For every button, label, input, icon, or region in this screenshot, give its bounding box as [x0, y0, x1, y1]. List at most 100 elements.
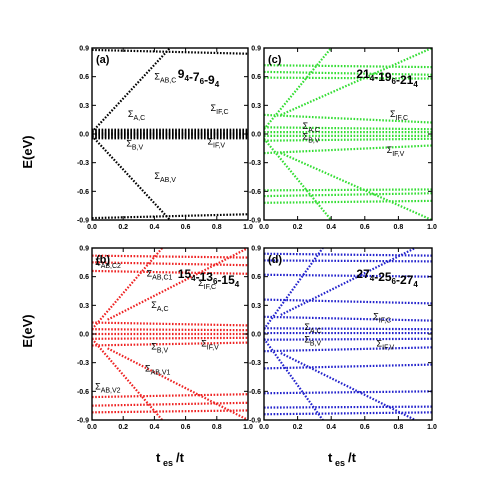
- band-annotation: ΣIF,C: [198, 278, 216, 291]
- x-tick-label: 0.2: [118, 224, 128, 231]
- y-tick-label: -0.9: [77, 418, 89, 425]
- y-tick-label: 0.3: [79, 103, 89, 110]
- band-annotation: ΣB,V: [151, 341, 168, 354]
- annotation-symbol: Σ: [387, 145, 393, 155]
- annotation-symbol: Σ: [126, 138, 132, 148]
- annotation-subscript: A,C: [310, 328, 322, 335]
- title-subscript: 4: [370, 74, 375, 83]
- band-11: [264, 199, 432, 204]
- x-axis-title-tail: /t: [348, 450, 357, 465]
- x-tick-label: 0.8: [212, 424, 222, 431]
- annotation-subscript: AB,V2: [101, 387, 121, 394]
- band-annotation: ΣIF,V: [377, 338, 395, 351]
- x-tick-label: 0.0: [87, 224, 97, 231]
- band-4: [264, 126, 432, 131]
- band-0: [92, 254, 248, 259]
- band-2: [264, 76, 432, 80]
- annotation-subscript: IF,V: [382, 344, 394, 351]
- x-tick-label: 1.0: [427, 424, 437, 431]
- band-annotation: ΣIF,V: [387, 145, 405, 158]
- title-subscript: 4: [184, 74, 189, 83]
- annotation-subscript: AB,V: [160, 177, 176, 184]
- annotation-subscript: B,V: [132, 144, 144, 151]
- band-9: [264, 363, 432, 370]
- y-tick-label: 0.9: [79, 246, 89, 253]
- annotation-subscript: AB,C2: [101, 263, 121, 270]
- title-subscript: 6: [392, 77, 397, 86]
- y-tick-label: 0.6: [79, 74, 89, 81]
- band-7: [264, 137, 432, 142]
- panel-b: -0.9 -0.6 -0.3 0.0 0.3 0.6 0.9 0.0 0.2 0.4 0.6 0.8 1…: [77, 246, 253, 432]
- annotation-subscript: IF,C: [204, 284, 216, 291]
- band-1: [264, 259, 432, 263]
- annotation-symbol: Σ: [377, 338, 383, 348]
- annotation-symbol: Σ: [303, 121, 309, 131]
- annotation-symbol: Σ: [304, 322, 310, 332]
- panel-tag: (a): [96, 54, 110, 66]
- band-annotation: ΣB,V: [303, 132, 320, 145]
- y-tick-label: 0.6: [79, 274, 89, 281]
- title-part: -27: [396, 273, 414, 287]
- y-tick-label: 0.6: [251, 74, 261, 81]
- y-tick-label: -0.9: [249, 418, 261, 425]
- annotation-subscript: IF,V: [213, 143, 225, 150]
- y-tick-label: 0.0: [79, 332, 89, 339]
- band-8: [264, 144, 432, 155]
- y-tick-label: 0.0: [251, 132, 261, 139]
- annotation-symbol: Σ: [95, 257, 101, 267]
- y-tick-label: -0.6: [77, 389, 89, 396]
- y-tick-label: -0.6: [249, 389, 261, 396]
- band-2: [264, 273, 432, 278]
- annotation-symbol: Σ: [154, 171, 160, 181]
- band-12: [264, 411, 432, 416]
- band-7: [92, 341, 248, 347]
- band-4: [92, 328, 248, 332]
- band-annotation: ΣB,V: [126, 138, 143, 151]
- x-tick-label: 0.4: [150, 424, 160, 431]
- y-tick-label: -0.6: [77, 189, 89, 196]
- title-part: -9: [204, 73, 215, 87]
- band-annotation: ΣIF,C: [373, 312, 391, 325]
- x-tick-label: 0.6: [360, 224, 370, 231]
- band-annotation: ΣAB,C2: [95, 257, 121, 270]
- annotation-subscript: AB,C: [160, 78, 176, 85]
- annotation-symbol: Σ: [145, 363, 151, 373]
- annotation-symbol: Σ: [128, 109, 134, 119]
- y-tick-label: -0.3: [249, 360, 261, 367]
- y-tick-label: 0.0: [251, 332, 261, 339]
- annotation-symbol: Σ: [303, 132, 309, 142]
- annotation-symbol: Σ: [211, 103, 217, 113]
- band-annotation: ΣA,C: [304, 322, 321, 335]
- band-10: [264, 192, 432, 198]
- band-annotation: ΣAB,C: [154, 72, 176, 85]
- x-tick-label: 0.8: [212, 224, 222, 231]
- x-tick-label: 0.0: [259, 424, 269, 431]
- band-8: [264, 346, 432, 353]
- annotation-subscript: B,V: [157, 347, 169, 354]
- band-annotation: ΣAB,V1: [145, 363, 171, 376]
- title-part: 27: [356, 267, 370, 281]
- x-tick-label: 0.2: [118, 424, 128, 431]
- annotation-symbol: Σ: [390, 109, 396, 119]
- annotation-symbol: Σ: [147, 269, 153, 279]
- annotation-subscript: B,V: [310, 341, 322, 348]
- band-group: [264, 248, 432, 420]
- band-16: [280, 352, 416, 420]
- x-tick-label: 1.0: [427, 224, 437, 231]
- band-1: [264, 70, 432, 76]
- annotation-subscript: A,C: [157, 306, 169, 313]
- band-5: [264, 327, 432, 331]
- x-tick-label: 0.2: [293, 224, 303, 231]
- band-14: [107, 347, 248, 420]
- band-7: [264, 337, 432, 341]
- band-12: [264, 48, 333, 130]
- band-annotation: ΣA,C: [151, 300, 168, 313]
- band-4: [264, 315, 432, 322]
- band-11: [92, 213, 248, 220]
- annotation-symbol: Σ: [151, 341, 157, 351]
- band-annotation: ΣAB,C1: [147, 269, 173, 282]
- x-axis-title-main: t: [156, 450, 161, 465]
- band-annotation: ΣA,C: [303, 121, 320, 134]
- annotation-symbol: Σ: [201, 338, 207, 348]
- annotation-subscript: A,C: [133, 115, 145, 122]
